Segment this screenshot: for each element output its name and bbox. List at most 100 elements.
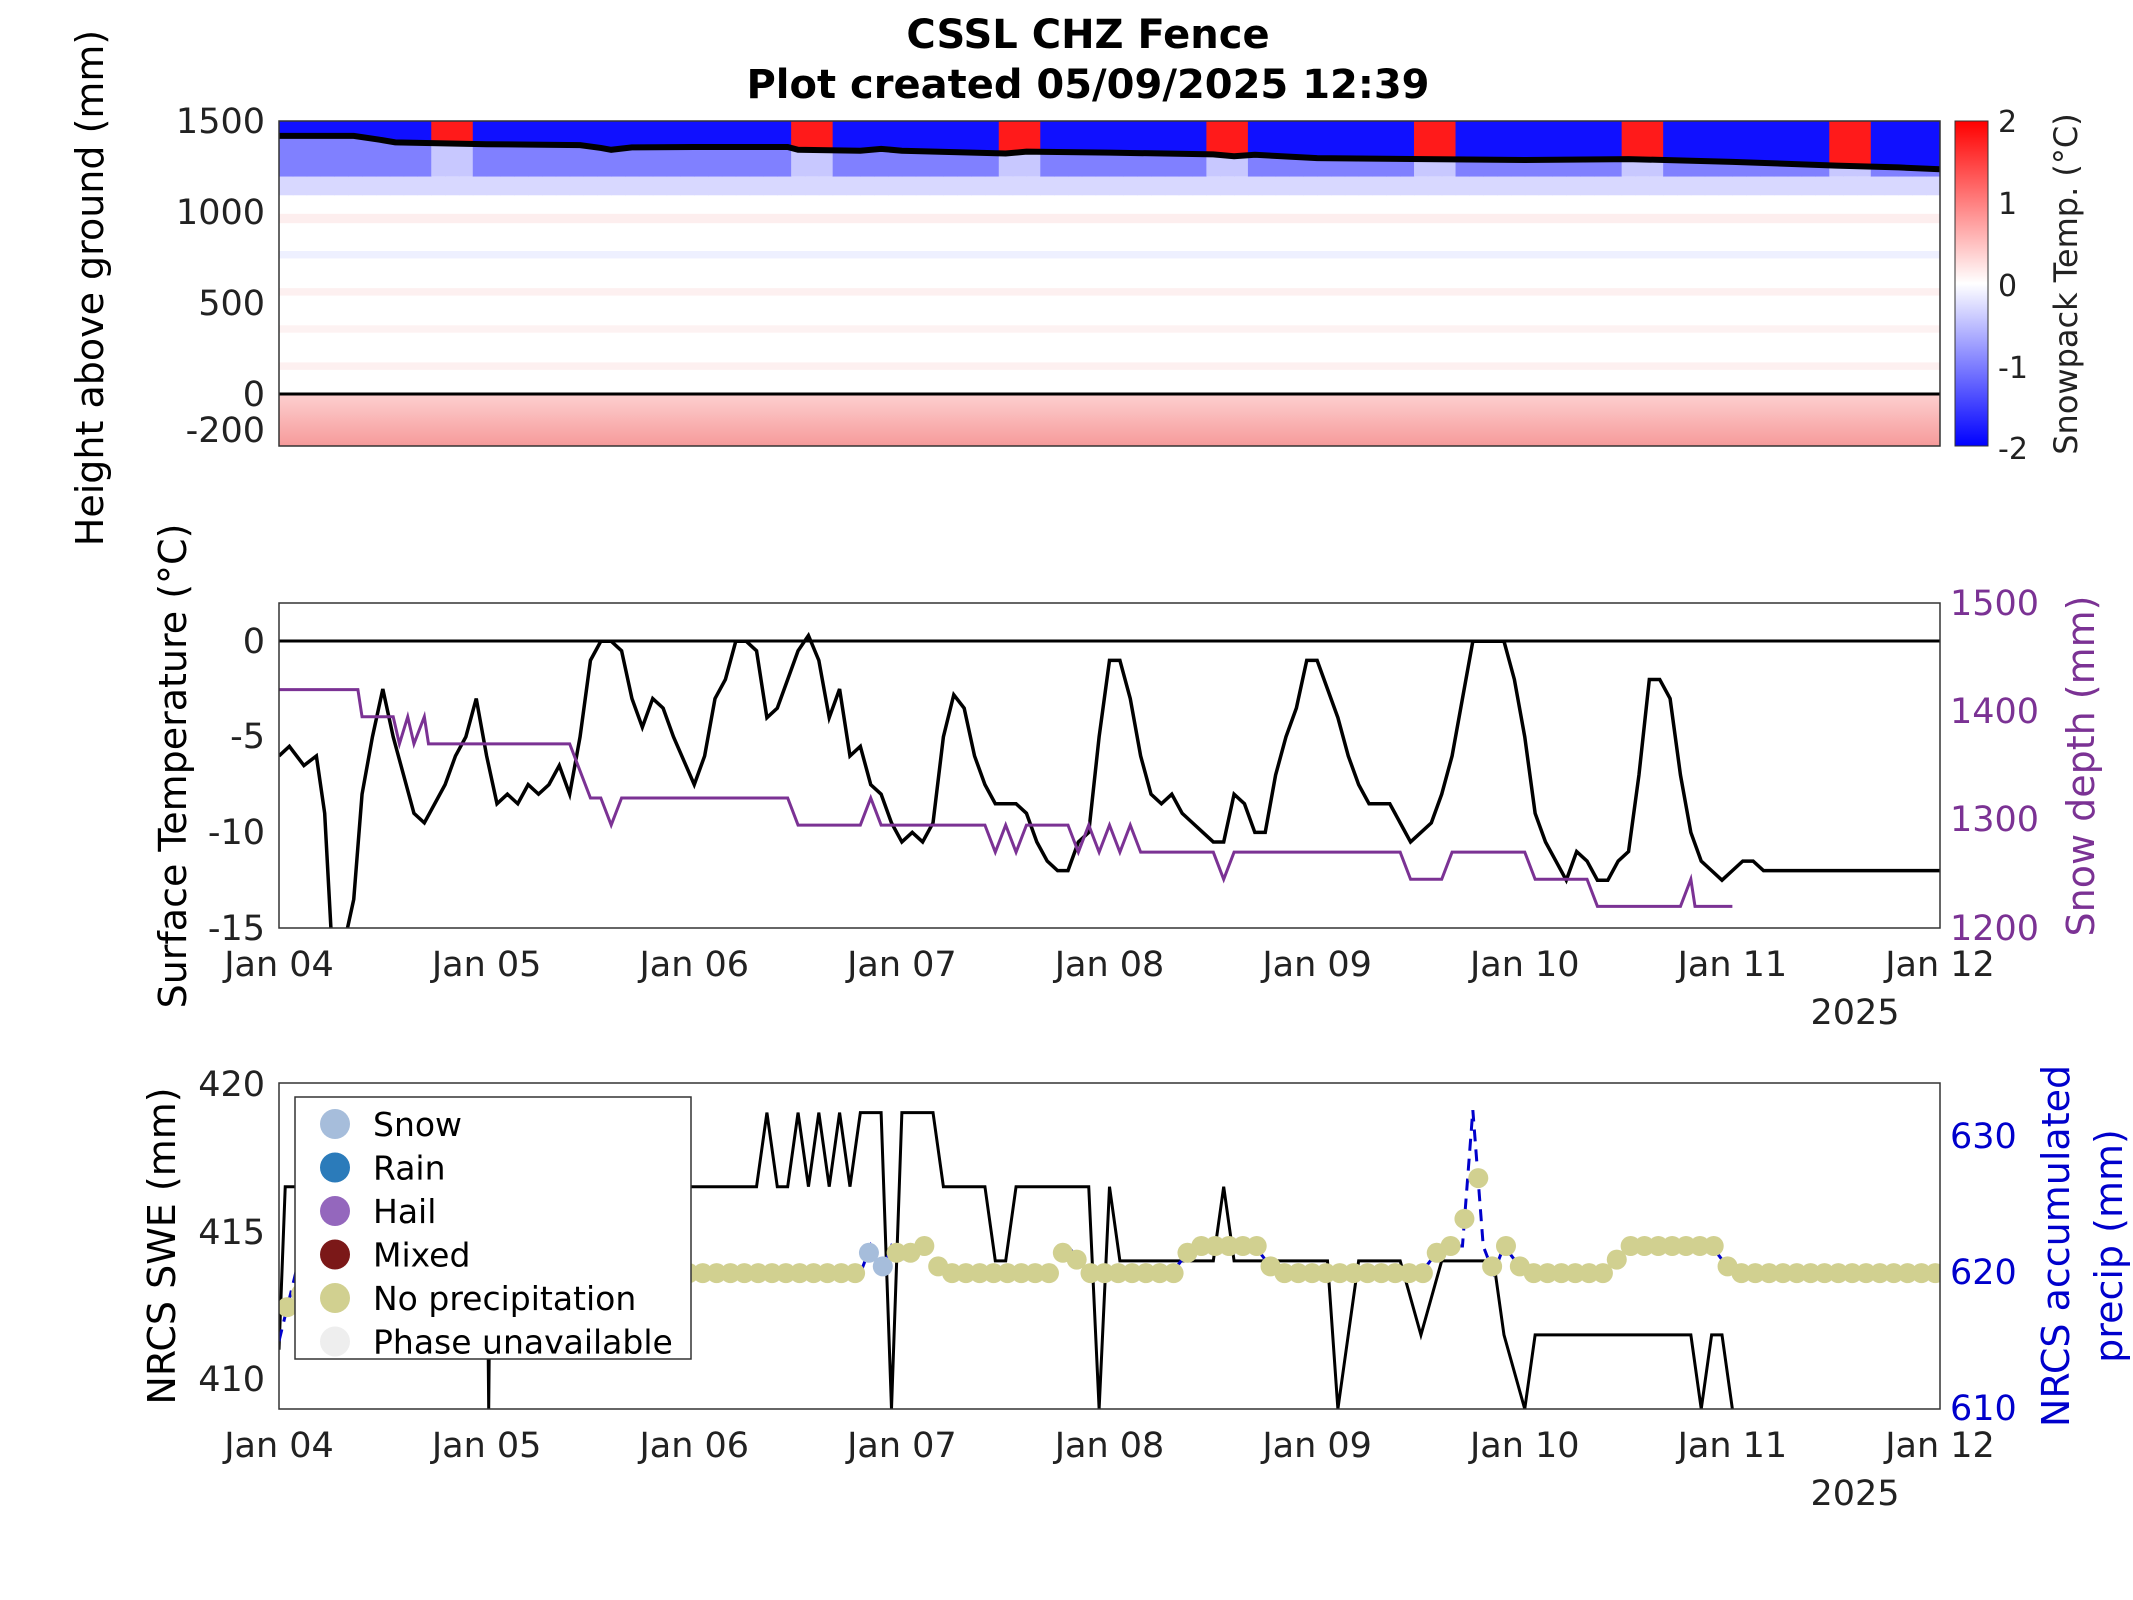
heatmap-cell xyxy=(735,147,751,177)
heatmap-cell xyxy=(1566,159,1581,177)
heatmap-cell xyxy=(874,121,889,149)
precip-phase-marker xyxy=(886,1242,907,1263)
heatmap-cell xyxy=(1497,176,1512,196)
heatmap-cell xyxy=(348,176,363,196)
heatmap-cell xyxy=(791,176,806,196)
heatmap-cell xyxy=(1414,121,1429,160)
heatmap-cell xyxy=(431,143,446,177)
p2-ylabel-right: Snow depth (mm) xyxy=(2059,596,2103,937)
p2-xticks: Jan 04 Jan 05 Jan 06 Jan 07 Jan 08 Jan 09 Jan … xyxy=(222,945,1995,985)
heatmap-cell xyxy=(694,147,709,177)
p3-ytick: 420 xyxy=(198,1065,265,1105)
precip-phase-marker xyxy=(279,1297,298,1318)
heatmap-cell xyxy=(708,121,723,147)
heatmap-cell xyxy=(320,176,335,196)
precip-phase-marker xyxy=(955,1263,976,1284)
heatmap-cell xyxy=(1400,121,1415,159)
heatmap-band xyxy=(279,325,1940,333)
precip-phase-marker xyxy=(1025,1263,1046,1284)
heatmap-cell xyxy=(1704,121,1720,162)
heatmap-cell xyxy=(1455,159,1470,177)
heatmap-cell xyxy=(1649,159,1664,177)
heatmap-cell xyxy=(1677,176,1692,196)
precip-phase-marker xyxy=(1800,1263,1821,1284)
precip-phase-marker xyxy=(831,1263,852,1284)
heatmap-cell xyxy=(721,121,737,147)
heatmap-cell xyxy=(680,121,695,148)
heatmap-cell xyxy=(1815,121,1830,166)
precip-phase-marker xyxy=(1135,1263,1156,1284)
heatmap-cell xyxy=(445,121,460,144)
p1-ytick: 1000 xyxy=(176,193,265,233)
heatmap-cell xyxy=(1067,121,1083,153)
legend-label: No precipitation xyxy=(373,1279,636,1318)
precip-phase-marker xyxy=(914,1236,935,1256)
heatmap-cell xyxy=(292,121,308,136)
heatmap-cell xyxy=(1829,121,1844,166)
heatmap-cell xyxy=(1427,159,1443,177)
precip-phase-marker xyxy=(1468,1168,1489,1189)
precip-phase-marker xyxy=(1288,1263,1309,1284)
snowpack-temperature-heatmap: 1500 1000 500 0 -200 Height above ground… xyxy=(68,30,2085,547)
heatmap-cell xyxy=(1109,176,1124,196)
heatmap-cell xyxy=(1801,121,1817,165)
heatmap-cell xyxy=(597,148,612,177)
heatmap-cell xyxy=(1400,158,1415,177)
heatmap-cell xyxy=(1926,176,1940,196)
heatmap-cell xyxy=(1884,176,1900,196)
legend-label: Hail xyxy=(373,1192,436,1231)
heatmap-cell xyxy=(721,176,737,196)
heatmap-cell xyxy=(1178,176,1194,196)
precip-phase-marker xyxy=(1011,1263,1032,1284)
heatmap-cell xyxy=(804,121,820,150)
heatmap-cell xyxy=(1690,121,1706,161)
heatmap-cell xyxy=(1330,121,1346,159)
snow-depth-series xyxy=(279,688,1733,908)
heatmap-cell xyxy=(1663,121,1678,161)
heatmap-cell xyxy=(791,121,806,150)
heatmap-cell xyxy=(1275,156,1291,177)
heatmap-cell xyxy=(362,138,377,177)
p3-xtick-label: Jan 11 xyxy=(1676,1426,1788,1466)
heatmap-cell xyxy=(763,147,778,177)
p2-xtick-label: Jan 07 xyxy=(845,945,957,985)
heatmap-cell xyxy=(472,176,488,196)
precip-phase-marker xyxy=(1856,1263,1877,1284)
precip-phase-marker xyxy=(845,1263,866,1284)
precip-phase-marker xyxy=(942,1263,963,1284)
heatmap-cell xyxy=(1690,176,1706,196)
colorbar-label: Snowpack Temp. (°C) xyxy=(2047,113,2085,455)
heatmap-cell xyxy=(292,135,308,177)
precip-phase-marker xyxy=(1094,1263,1115,1284)
panel3-frame xyxy=(278,1082,1941,1410)
heatmap-cell xyxy=(1012,152,1028,177)
precip-phase-marker xyxy=(1329,1263,1350,1284)
heatmap-cell xyxy=(1510,121,1526,160)
precip-phase-marker xyxy=(1703,1236,1724,1256)
precip-phase-marker xyxy=(1454,1208,1475,1229)
precip-phase-marker xyxy=(1066,1249,1087,1270)
heatmap-cell xyxy=(445,176,460,196)
heatmap-cell xyxy=(1358,121,1374,159)
heatmap-cell xyxy=(1538,121,1554,160)
heatmap-cell xyxy=(804,176,820,196)
heatmap-cell xyxy=(375,121,391,141)
precip-phase-marker xyxy=(997,1263,1018,1284)
heatmap-cell xyxy=(292,176,308,196)
precip-phase-marker xyxy=(1579,1263,1600,1284)
heatmap-cell xyxy=(486,121,502,145)
heatmap-cell xyxy=(1455,176,1470,196)
heatmap-cell xyxy=(957,176,972,196)
heatmap-cell xyxy=(1109,121,1124,153)
p1-ytick: 0 xyxy=(243,375,265,415)
panel2-frame xyxy=(278,602,1941,929)
heatmap-cell xyxy=(458,176,474,196)
heatmap-cell xyxy=(583,176,598,196)
heatmap-cell xyxy=(1760,176,1775,196)
precip-phase-marker xyxy=(1676,1236,1697,1256)
heatmap-cell xyxy=(1773,163,1789,177)
heatmap-cell xyxy=(874,176,889,196)
p3-xtick-label: Jan 07 xyxy=(845,1426,957,1466)
precip-phase-marker xyxy=(1163,1263,1184,1284)
heatmap-cell xyxy=(1635,121,1650,160)
